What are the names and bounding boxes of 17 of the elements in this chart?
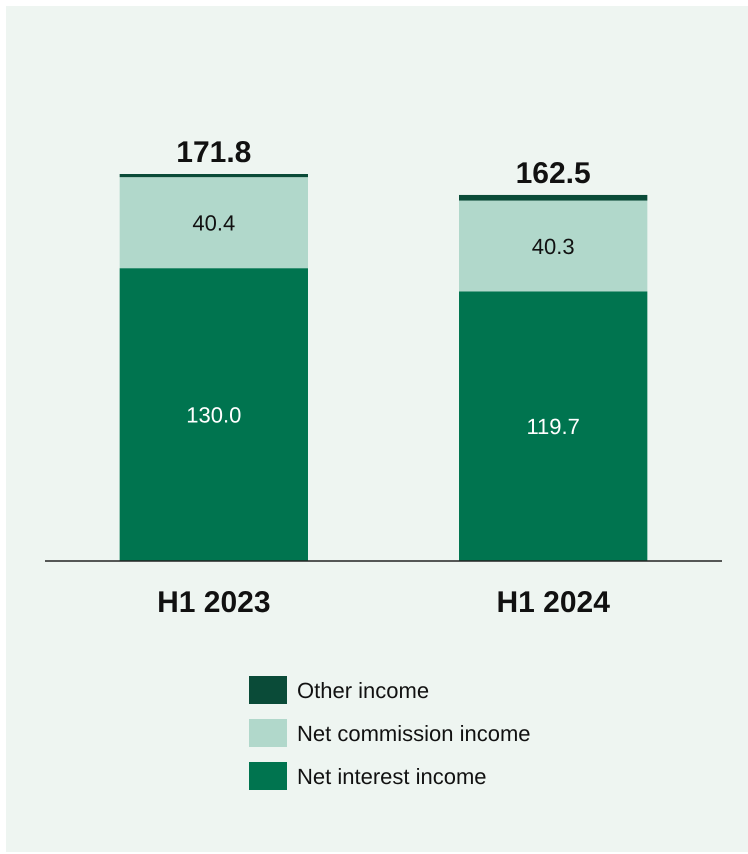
x-tick-label: H1 2024 (496, 586, 610, 619)
bar (459, 200, 648, 292)
x-tick-label: H1 2023 (157, 586, 271, 619)
legend-label: Other income (297, 678, 430, 703)
bar (120, 174, 308, 178)
data-label: 40.4 (192, 210, 236, 236)
data-label: 40.3 (532, 234, 575, 259)
total-label: 171.8 (176, 136, 252, 169)
legend-label: Net commission income (297, 721, 531, 746)
bar (459, 291, 648, 561)
data-label: 119.7 (526, 414, 580, 440)
data-label: 130.0 (186, 402, 242, 428)
bar (120, 268, 308, 561)
bar (120, 177, 308, 268)
total-label: 162.5 (516, 156, 591, 190)
bar (459, 194, 648, 201)
legend-label: Net interest income (297, 764, 487, 789)
